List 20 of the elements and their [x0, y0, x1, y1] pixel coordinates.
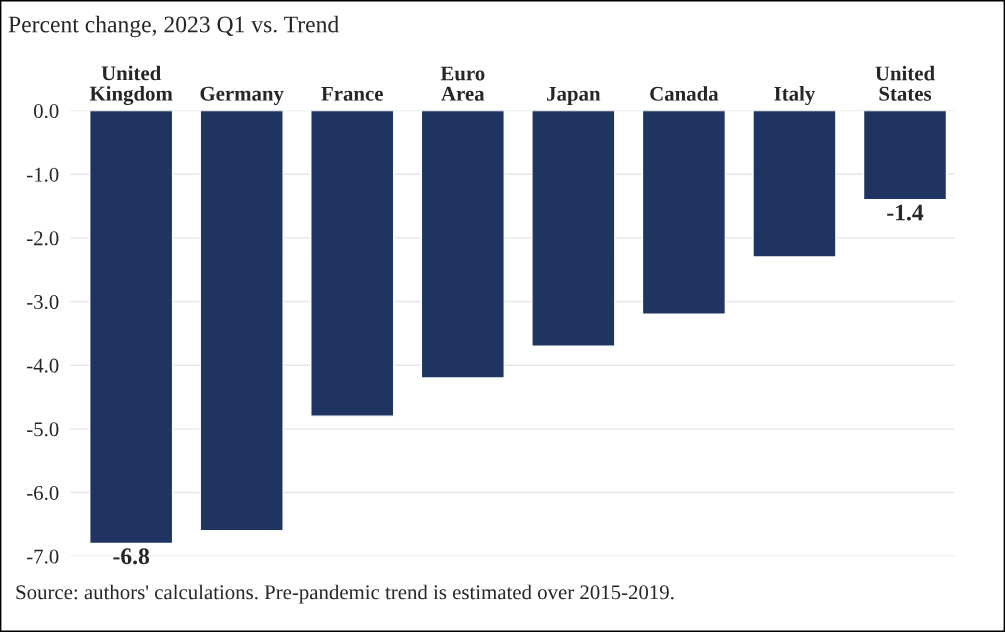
- x-tick-label: Canada: [650, 86, 719, 101]
- x-tick-label: Germany: [200, 86, 284, 106]
- y-tick-label: -2.0: [27, 231, 59, 246]
- x-tick-label: Italy: [774, 86, 816, 106]
- x-tick-label: France: [321, 86, 383, 101]
- x-tick-label: Japan: [547, 86, 601, 106]
- y-tick-label: -3.0: [27, 294, 59, 310]
- y-tick-label: -5.0: [27, 422, 59, 437]
- y-tick-label: -4.0: [27, 358, 59, 373]
- data-label: -6.8: [113, 548, 150, 565]
- y-tick-label: -1.0: [27, 167, 59, 182]
- x-tick-label: United States: [875, 65, 935, 101]
- chart-title: Percent change, 2023 Q1 vs. Trend: [8, 15, 339, 38]
- source-note: Source: authors' calculations. Pre-pandemic trend is estimated over 2015-2019.: [16, 584, 674, 604]
- x-tick-label: United Kingdom: [89, 65, 173, 106]
- y-tick-label: -6.0: [27, 485, 59, 501]
- y-tick-label: 0.0: [33, 103, 59, 119]
- x-tick-label: Euro Area: [440, 66, 485, 101]
- data-label: -1.4: [887, 204, 924, 221]
- y-tick-label: -7.0: [27, 549, 59, 564]
